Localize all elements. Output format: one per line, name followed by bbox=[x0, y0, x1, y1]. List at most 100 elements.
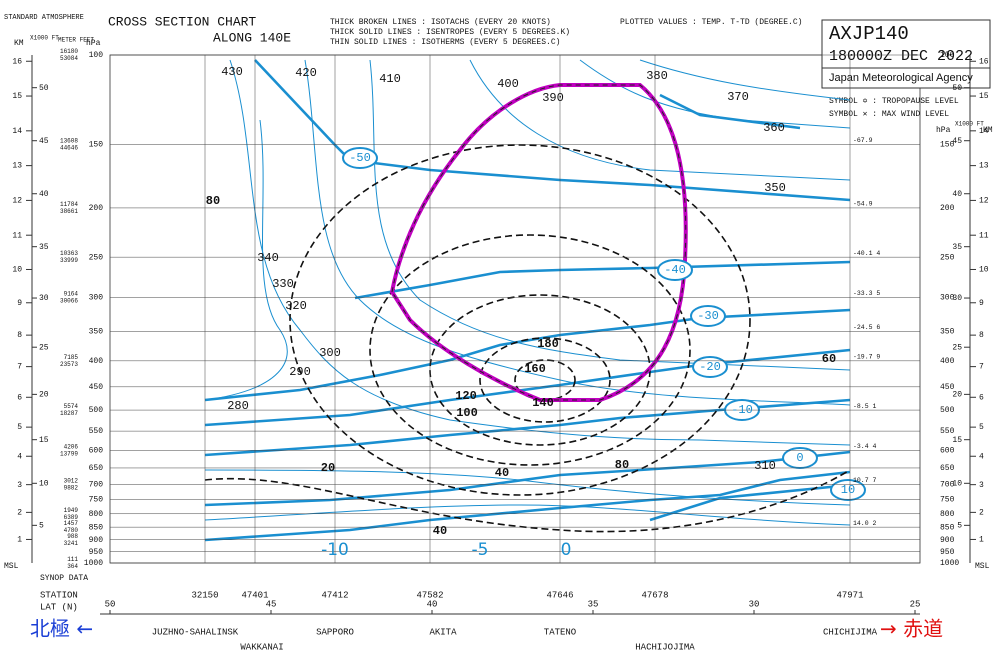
meter-feet-label: METER FEET bbox=[58, 37, 94, 44]
isotach-label: 40 bbox=[433, 524, 447, 538]
km-tick-label: 12 bbox=[12, 197, 22, 206]
km-tick-label: 5 bbox=[979, 423, 984, 432]
hpa-tick-label: 250 bbox=[940, 253, 955, 262]
meter-value: 988 bbox=[67, 533, 78, 540]
ft-tick-label: 35 bbox=[39, 243, 49, 252]
hpa-tick-label: 600 bbox=[89, 446, 104, 455]
isentrope-line bbox=[229, 59, 851, 446]
msl-label: MSL bbox=[4, 562, 19, 571]
km-tick-label: 10 bbox=[12, 266, 22, 275]
feet-value: 18287 bbox=[60, 410, 78, 417]
meter-value: 4206 bbox=[64, 443, 79, 450]
isotherm-label: 10 bbox=[841, 483, 855, 497]
km-tick-label: 16 bbox=[12, 57, 22, 66]
feet-value: 23573 bbox=[60, 361, 78, 368]
ft-tick-label: 40 bbox=[952, 190, 962, 199]
tropopause-dash bbox=[391, 84, 687, 401]
meter-value: 5574 bbox=[64, 403, 79, 410]
km-tick-label: 12 bbox=[979, 197, 989, 206]
hpa-tick-label: 950 bbox=[940, 548, 955, 557]
hpa-tick-label: 900 bbox=[940, 536, 955, 545]
plotted-values: PLOTTED VALUES : TEMP. T-TD (DEGREE.C) bbox=[620, 18, 802, 27]
hpa-tick-label: 150 bbox=[89, 141, 104, 150]
station-id: 47971 bbox=[836, 590, 863, 600]
km-tick-label: 15 bbox=[979, 92, 989, 101]
feet-value: 44646 bbox=[60, 145, 78, 152]
km-tick-label: 1 bbox=[17, 536, 22, 545]
km-tick-label: 14 bbox=[12, 127, 22, 136]
feet-value: 3241 bbox=[64, 540, 79, 547]
isotach-label: 180 bbox=[537, 337, 559, 351]
hpa-tick-label: 400 bbox=[940, 357, 955, 366]
ft-label: X1000 FT bbox=[30, 35, 59, 42]
isotherm-label-oval bbox=[690, 305, 726, 327]
km-tick-label: 13 bbox=[979, 162, 989, 171]
station-id: 47412 bbox=[321, 590, 348, 600]
msl-label: MSL bbox=[975, 562, 990, 571]
isotach-line bbox=[479, 337, 611, 423]
isotach-line bbox=[369, 234, 691, 466]
lat-tick-label: 35 bbox=[588, 599, 599, 609]
meter-value: 13608 bbox=[60, 138, 78, 145]
km-tick-label: 9 bbox=[979, 299, 984, 308]
isotherm-label: -20 bbox=[699, 360, 721, 374]
legend-line: THIN SOLID LINES : ISOTHERMS (EVERY 5 DE… bbox=[330, 38, 560, 47]
feet-value: 9882 bbox=[64, 484, 79, 491]
isotherm-label-oval bbox=[342, 147, 378, 169]
legend-line: THICK BROKEN LINES : ISOTACHS (EVERY 20 … bbox=[330, 18, 551, 27]
hpa-tick-label: 550 bbox=[89, 427, 104, 436]
chart-time: 180000Z DEC 2022 bbox=[829, 48, 973, 65]
hpa-tick-label: 650 bbox=[940, 464, 955, 473]
equator-annotation: → 赤道 bbox=[880, 617, 943, 641]
feet-value: 33999 bbox=[60, 257, 78, 264]
lat-tick-label: 25 bbox=[910, 599, 921, 609]
station-value: 10.7 7 bbox=[853, 477, 877, 484]
chart-code: AXJP140 bbox=[829, 23, 909, 45]
km-tick-label: 6 bbox=[17, 393, 22, 402]
station-name: WAKKANAI bbox=[240, 642, 283, 652]
hpa-tick-label: 750 bbox=[940, 496, 955, 505]
station-name: CHICHIJIMA bbox=[823, 627, 878, 637]
ft-tick-label: 15 bbox=[39, 436, 49, 445]
isentrope-label: 300 bbox=[319, 346, 341, 360]
isotherm-label: 0 bbox=[796, 451, 803, 465]
hpa-tick-label: 1000 bbox=[940, 559, 959, 568]
isentrope-label: 280 bbox=[227, 399, 249, 413]
km-tick-label: 6 bbox=[979, 393, 984, 402]
hpa-tick-label: 600 bbox=[940, 446, 955, 455]
isentrope-line bbox=[204, 504, 851, 526]
isentrope-label: 310 bbox=[754, 459, 776, 473]
hpa-tick-label: 1000 bbox=[84, 559, 103, 568]
ft-tick-label: 35 bbox=[952, 243, 962, 252]
hpa-tick-label: 800 bbox=[940, 510, 955, 519]
lat-tick-label: 30 bbox=[749, 599, 760, 609]
lat-tick-label: 40 bbox=[427, 599, 438, 609]
km-label: KM bbox=[14, 39, 24, 48]
symbol-note: SYMBOL ✕ : MAX WIND LEVEL bbox=[829, 110, 949, 119]
hpa-tick-label: 700 bbox=[89, 480, 104, 489]
isentrope-label: 360 bbox=[763, 121, 785, 135]
isotherm-label-oval bbox=[692, 356, 728, 378]
station-name: HACHIJOJIMA bbox=[635, 642, 695, 652]
feet-value: 13799 bbox=[60, 450, 78, 457]
isentrope-label: 400 bbox=[497, 77, 519, 91]
ft-tick-label: 25 bbox=[39, 343, 49, 352]
isentrope-label: 320 bbox=[285, 299, 307, 313]
isotherm-line bbox=[649, 483, 851, 522]
ft-tick-label: 20 bbox=[952, 390, 962, 399]
km-tick-label: 4 bbox=[979, 452, 984, 461]
isotherm-line bbox=[659, 93, 801, 130]
station-id: 47678 bbox=[641, 590, 668, 600]
isotach-label: 80 bbox=[206, 194, 220, 208]
isotherm-line bbox=[204, 308, 851, 402]
isotherm-label: -50 bbox=[349, 151, 371, 165]
hpa-tick-label: 150 bbox=[940, 141, 955, 150]
hpa-tick-label: 500 bbox=[940, 406, 955, 415]
station-value: -24.5 6 bbox=[853, 324, 880, 331]
station-id: 32150 bbox=[191, 590, 218, 600]
station-value: -67.9 bbox=[853, 137, 873, 144]
hpa-tick-label: 200 bbox=[89, 204, 104, 213]
hpa-tick-label: 350 bbox=[940, 327, 955, 336]
isotach-label: 140 bbox=[532, 396, 554, 410]
